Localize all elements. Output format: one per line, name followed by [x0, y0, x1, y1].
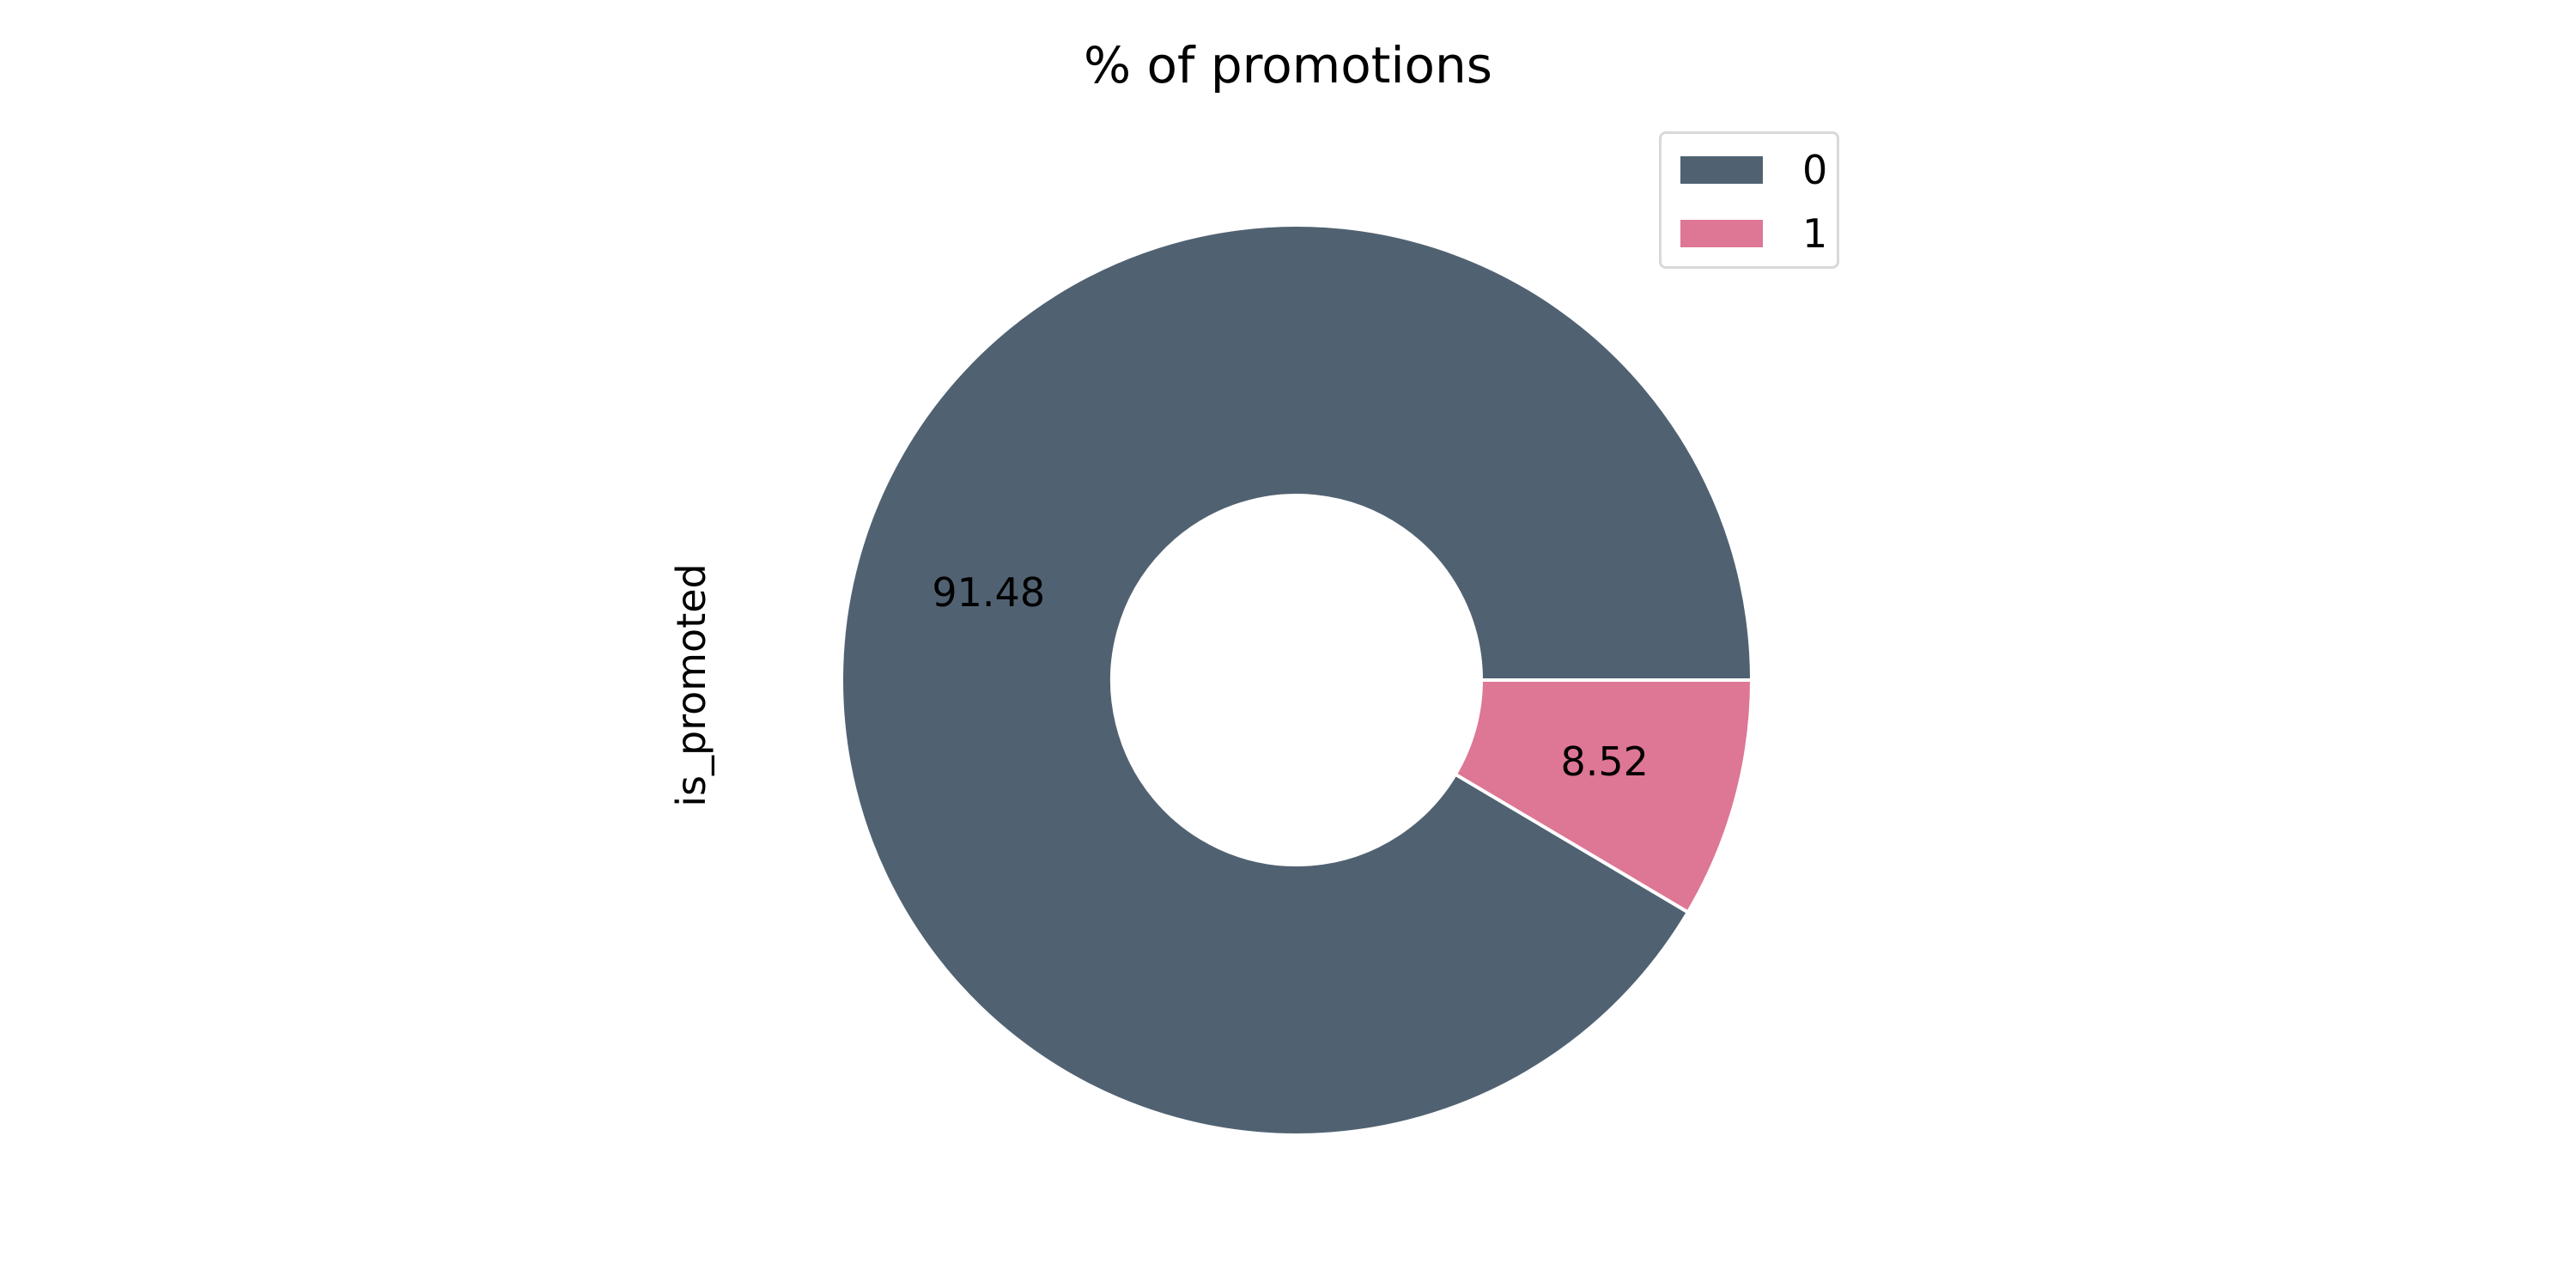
pie-slice-0: [840, 223, 1754, 1137]
legend-item-0: 0: [1680, 147, 1827, 193]
pie-slice-1: [1453, 678, 1754, 915]
legend-swatch-1: [1680, 220, 1763, 247]
legend-swatch-0: [1680, 156, 1763, 184]
slice-value-label-1: 8.52: [1561, 738, 1649, 785]
legend: 0 1: [1659, 131, 1839, 269]
legend-label-1: 1: [1802, 210, 1828, 257]
slice-value-label-0: 91.48: [932, 569, 1045, 616]
legend-item-1: 1: [1680, 210, 1827, 257]
legend-label-0: 0: [1802, 147, 1828, 193]
chart-title: % of promotions: [1083, 36, 1493, 94]
